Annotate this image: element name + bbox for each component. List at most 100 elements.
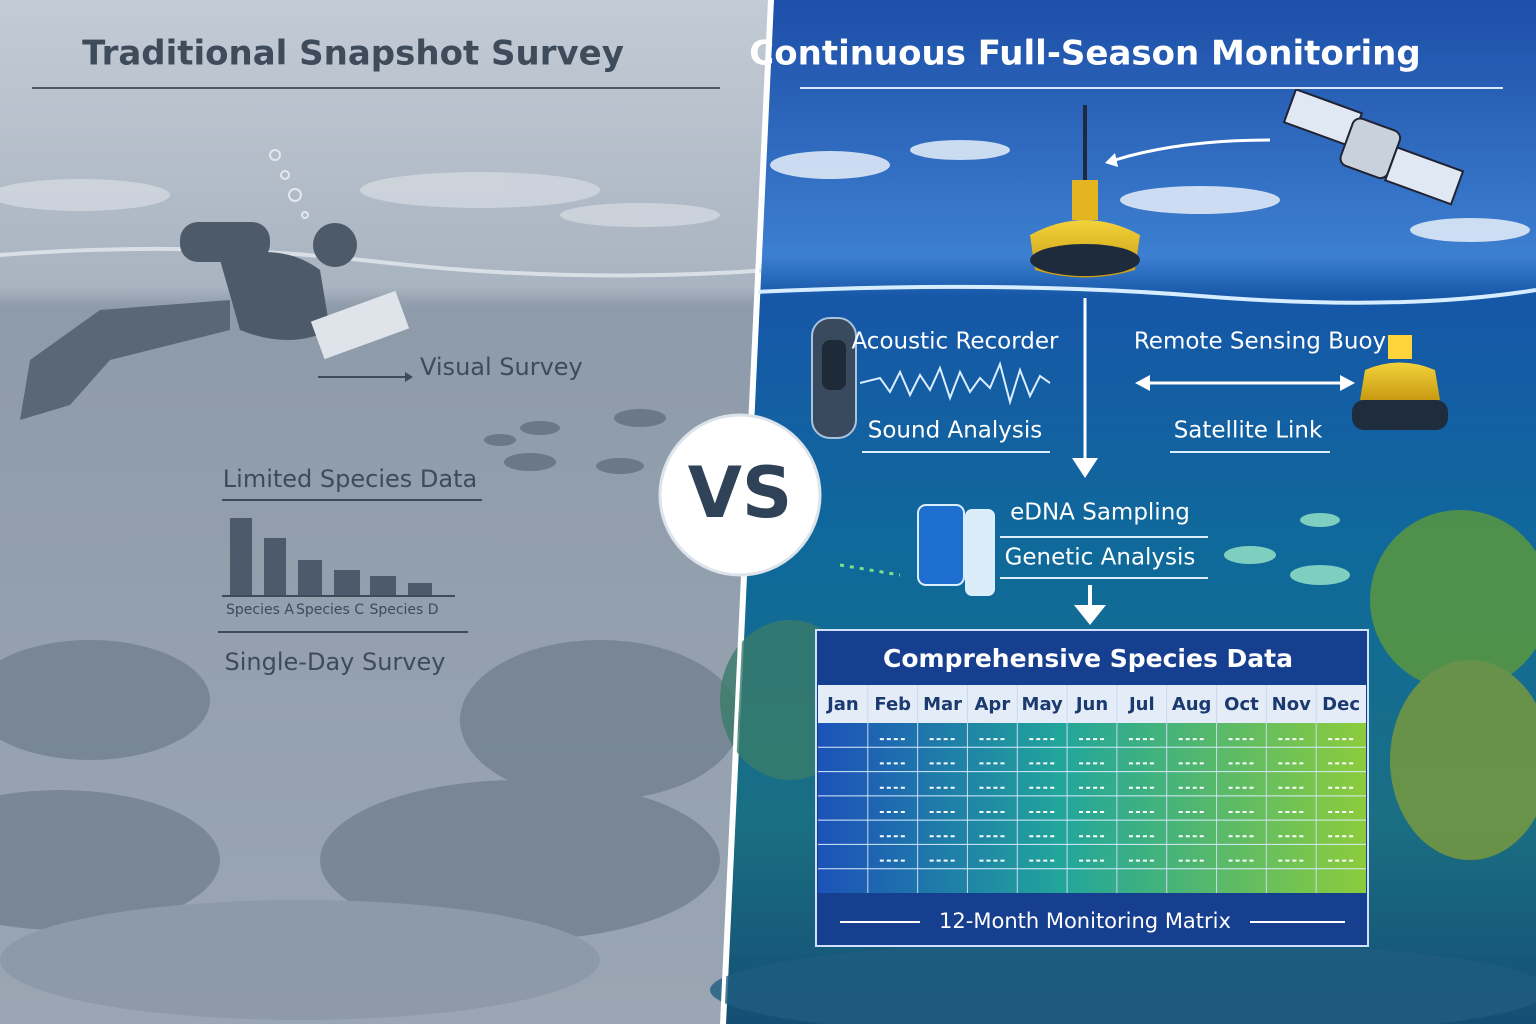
acoustic-recorder <box>811 317 857 439</box>
month-label: Oct <box>1224 694 1259 715</box>
edna-subtitle: Genetic Analysis <box>1005 545 1196 571</box>
edna-bottles <box>917 504 995 596</box>
month-label: Jul <box>1127 694 1155 715</box>
left-footer: Single-Day Survey <box>225 648 446 676</box>
bubbles-part <box>301 211 309 219</box>
buoy-title: Remote Sensing Buoy <box>1134 329 1386 355</box>
edna-bottles-part <box>917 504 965 586</box>
chart-title: Limited Species Data <box>223 465 477 493</box>
month-label: May <box>1022 694 1064 715</box>
species-label: Species D <box>369 602 438 618</box>
left-fish-part <box>504 453 556 471</box>
month-label: Feb <box>874 694 911 715</box>
satellite-part <box>1383 146 1465 206</box>
month-row <box>818 685 1366 723</box>
left-clouds-part <box>560 203 720 227</box>
link-arrow-head <box>1340 375 1355 391</box>
main-buoy-part <box>1072 180 1098 220</box>
month-label: Jun <box>1074 694 1108 715</box>
buoy-subtitle: Satellite Link <box>1174 418 1323 444</box>
diver-part <box>220 252 330 340</box>
left-reef-part <box>0 790 220 930</box>
diver-part <box>313 223 357 267</box>
left-fish <box>484 409 666 474</box>
edna-title: eDNA Sampling <box>1010 500 1190 526</box>
edna-bottles-part <box>965 509 995 596</box>
left-title: Traditional Snapshot Survey <box>82 34 624 74</box>
left-fish-part <box>596 458 644 474</box>
right-fish <box>1224 513 1350 585</box>
left-reef-part <box>0 900 600 1020</box>
sound-wave <box>859 360 1051 406</box>
left-clouds-part <box>0 179 170 211</box>
main-buoy-part <box>1030 244 1140 276</box>
left-fish-part <box>484 434 516 446</box>
left-clouds-part <box>360 172 600 208</box>
satellite-arrow-head <box>1105 153 1118 167</box>
right-clouds <box>770 140 1530 242</box>
month-label: Nov <box>1272 694 1311 715</box>
right-fish-part <box>1300 513 1340 527</box>
left-reef <box>0 640 740 1020</box>
satellite <box>1282 88 1465 206</box>
remote-buoy-part <box>1352 400 1448 430</box>
right-clouds-part <box>770 151 890 179</box>
link-arrow-head <box>1135 375 1150 391</box>
right-clouds-part <box>1410 218 1530 242</box>
mini-bars-part <box>264 538 286 596</box>
remote-buoy <box>1352 335 1448 430</box>
main-buoy <box>1030 105 1140 278</box>
right-clouds-part <box>1120 186 1280 214</box>
bubbles-part <box>280 170 290 180</box>
month-label: Aug <box>1172 694 1212 715</box>
right-clouds-part <box>910 140 1010 160</box>
bubbles-part <box>269 149 281 161</box>
matrix: Comprehensive Species Data 12-Month Moni… <box>815 629 1369 947</box>
species-label: Species A <box>226 602 294 618</box>
left-reef-part <box>0 640 210 760</box>
visual-arrow-head <box>405 372 413 382</box>
diver-part <box>310 290 410 360</box>
mini-bars-part <box>370 576 396 596</box>
acoustic-title: Acoustic Recorder <box>851 329 1059 355</box>
right-reef-part <box>1390 660 1536 860</box>
mini-bars-part <box>334 570 360 596</box>
diver <box>20 222 410 420</box>
bubbles-part <box>288 188 302 202</box>
remote-buoy-part <box>1360 362 1440 400</box>
remote-buoy-part <box>1388 335 1412 359</box>
matrix-cells <box>818 723 1366 893</box>
satellite-arrow <box>1114 138 1271 162</box>
mini-bars-part <box>298 560 322 596</box>
right-fish-part <box>1224 546 1276 564</box>
mini-bars-part <box>408 583 432 596</box>
vs-badge <box>658 413 822 577</box>
species-label: Species C <box>296 602 364 618</box>
acoustic-subtitle: Sound Analysis <box>868 418 1043 444</box>
right-title: Continuous Full-Season Monitoring <box>749 34 1420 74</box>
right-fish-part <box>1290 565 1350 585</box>
sample-path <box>839 563 901 577</box>
month-label: Apr <box>975 694 1011 715</box>
left-fish-part <box>520 421 560 435</box>
visual-label: Visual Survey <box>420 353 583 381</box>
acoustic-recorder-part <box>822 340 846 390</box>
month-label: Dec <box>1322 694 1360 715</box>
left-waterline <box>0 246 771 278</box>
matrix-caption: 12-Month Monitoring Matrix <box>939 909 1231 933</box>
right-reef-part <box>710 940 1536 1024</box>
matrix-title: Comprehensive Species Data <box>883 644 1293 673</box>
diver-part <box>20 300 230 420</box>
flow-arrow-head <box>1074 605 1106 625</box>
month-label: Jan <box>825 694 859 715</box>
diver-part <box>180 222 270 262</box>
month-label: Mar <box>923 694 962 715</box>
left-fish-part <box>614 409 666 427</box>
left-reef-part <box>460 640 740 800</box>
right-waterline <box>754 284 1536 305</box>
vs-text: VS <box>688 452 793 534</box>
mini-bars-part <box>230 518 252 596</box>
left-clouds <box>0 172 720 227</box>
